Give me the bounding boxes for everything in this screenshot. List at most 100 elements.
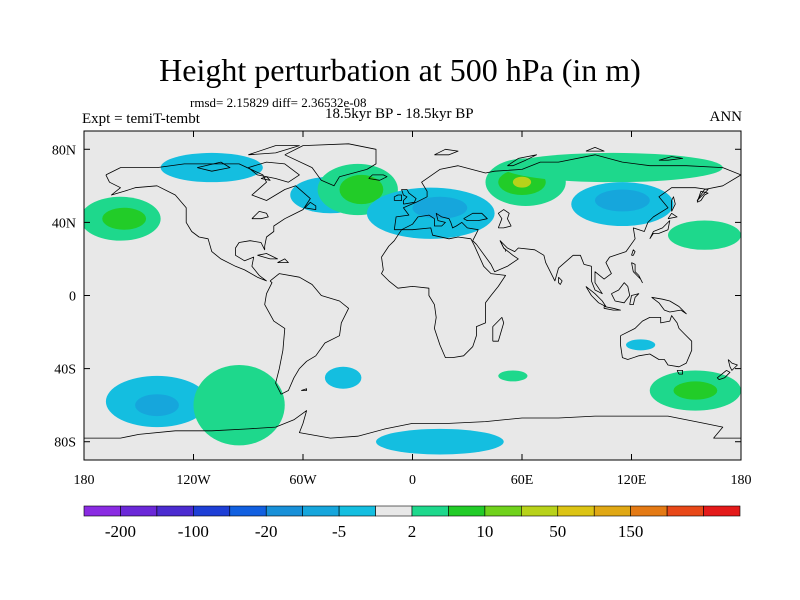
coastline-south-america <box>264 273 350 395</box>
lon-tick-label: 180 <box>731 473 752 488</box>
coastline-australia <box>620 315 693 368</box>
colorbar-swatch <box>83 505 121 517</box>
coastline-baffin-island <box>248 161 300 183</box>
colorbar-tick-label: -20 <box>255 522 278 541</box>
colorbar-swatch <box>703 505 741 517</box>
lon-tick-label: 60E <box>511 473 534 488</box>
colorbar-tick-label: 2 <box>408 522 417 541</box>
stats-text: rmsd= 2.15829 diff= 2.36532e-08 <box>190 95 367 110</box>
colorbar-swatch <box>521 505 559 517</box>
coastline-ellesmere-island <box>248 145 300 156</box>
colorbar-swatch <box>448 505 486 517</box>
lat-tick-label: 80N <box>52 143 76 158</box>
anomaly-layer <box>84 152 741 455</box>
coastline-newfoundland <box>304 201 317 211</box>
anomaly-arctic-canada-neg <box>160 152 263 183</box>
anomaly-w-pacific-pos <box>668 220 741 250</box>
anomaly-s-pacific-neg-core <box>135 394 179 417</box>
coastline-borneo <box>611 282 631 304</box>
coastline-great-lakes <box>251 210 269 220</box>
coastline-kamchatka-tip <box>696 190 709 203</box>
coastline-hudson-bay-islands <box>260 176 271 181</box>
lon-tick-label: 120W <box>176 473 211 488</box>
coastline-ireland <box>393 194 403 201</box>
colorbar: -200 -100 -20 -5 2 10 50 150 <box>83 505 741 541</box>
anomaly-sw-pacific-pos-core <box>673 381 718 400</box>
colorbar-swatch <box>375 505 413 517</box>
colorbar-swatch <box>484 505 522 517</box>
coastline-new-zealand-north <box>727 359 738 371</box>
anomaly-e-asia-neg-core <box>595 189 650 212</box>
coastline-north-america <box>105 163 311 282</box>
colorbar-swatch <box>338 505 376 517</box>
coastline-svalbard <box>434 148 459 156</box>
lon-tick-label: 0 <box>409 473 416 488</box>
colorbar-tick-label: 10 <box>476 522 493 541</box>
coastline-eurasia <box>393 154 741 295</box>
colorbar-tick-label: -5 <box>332 522 346 541</box>
colorbar-tick-label: 150 <box>618 522 644 541</box>
coastline-new-zealand-south <box>716 370 731 381</box>
colorbar-swatch <box>557 505 595 517</box>
coastline-victoria-island <box>197 161 231 172</box>
colorbar-swatch <box>193 505 231 517</box>
colorbar-tick-label: 50 <box>549 522 566 541</box>
anomaly-antarctic-neg <box>376 428 504 455</box>
coastline-java <box>603 306 621 311</box>
coastline-black-sea <box>463 212 488 222</box>
colorbar-swatch <box>120 505 158 517</box>
anomaly-siberia-pos-peak <box>512 176 532 188</box>
coastline-sakhalin <box>671 196 676 212</box>
colorbar-swatch <box>302 505 340 517</box>
coastline-tasmania <box>676 369 683 375</box>
lat-tick-label: 40N <box>52 216 76 231</box>
anomaly-s-atlantic-neg <box>324 366 362 389</box>
coastline-severnaya-zemlya <box>585 146 605 152</box>
anomaly-n-pacific-pos-core <box>102 207 147 230</box>
coastline-arabian-gulf-coast <box>499 240 507 252</box>
coastline-new-guinea <box>651 296 687 315</box>
coastline-novosibirsk-islands <box>658 156 683 161</box>
lat-tick-label: 0 <box>69 290 76 305</box>
lon-tick-label: 120E <box>617 473 647 488</box>
coastline-caspian-sea <box>497 209 512 229</box>
coastline-iceland <box>368 174 388 181</box>
experiment-label: Expt = temiT-tembt <box>82 111 200 127</box>
figure-title: Height perturbation at 500 hPa (in m) <box>159 52 641 88</box>
coastline-taiwan <box>631 249 636 256</box>
colorbar-swatch <box>411 505 449 517</box>
anomaly-greenland-pos-core <box>339 174 384 205</box>
colorbar-swatch <box>666 505 704 517</box>
colorbar-swatch <box>265 505 303 517</box>
coastline-falklands <box>301 388 308 391</box>
anomaly-s-indian-pos <box>498 370 528 382</box>
colorbar-swatch <box>156 505 194 517</box>
coastline-novaya-zemlya <box>507 154 537 167</box>
colorbar-swatch <box>229 505 267 517</box>
coastline-sulawesi <box>629 293 640 306</box>
axis-ticks: 80N 40N 0 40S 80S 180 120W 60W 0 60E 120E 180 <box>52 131 752 488</box>
colorbar-swatch <box>593 505 631 517</box>
season-label: ANN <box>709 109 743 125</box>
coastline-layer <box>84 143 741 439</box>
period-label: 18.5kyr BP - 18.5kyr BP <box>325 106 474 122</box>
anomaly-europe-neg-core <box>412 196 468 219</box>
coastline-sri-lanka <box>558 276 563 285</box>
coastline-hispaniola <box>277 258 289 264</box>
lat-tick-label: 80S <box>54 436 76 451</box>
colorbar-swatch <box>630 505 668 517</box>
lat-tick-label: 40S <box>54 363 76 378</box>
coastline-cuba <box>257 253 278 260</box>
coastline-madagascar <box>492 316 505 342</box>
anomaly-australia-neg <box>626 339 656 351</box>
coastline-hokkaido <box>667 212 678 220</box>
lon-tick-label: 180 <box>74 473 95 488</box>
anomaly-n-asia-pos-band <box>503 152 723 183</box>
colorbar-tick-label: -100 <box>178 522 209 541</box>
anomaly-se-pacific-pos <box>193 364 285 446</box>
lon-tick-label: 60W <box>289 473 317 488</box>
coastline-britain <box>401 189 417 205</box>
coastline-antarctica <box>84 410 741 439</box>
coastline-greenland <box>284 143 377 187</box>
